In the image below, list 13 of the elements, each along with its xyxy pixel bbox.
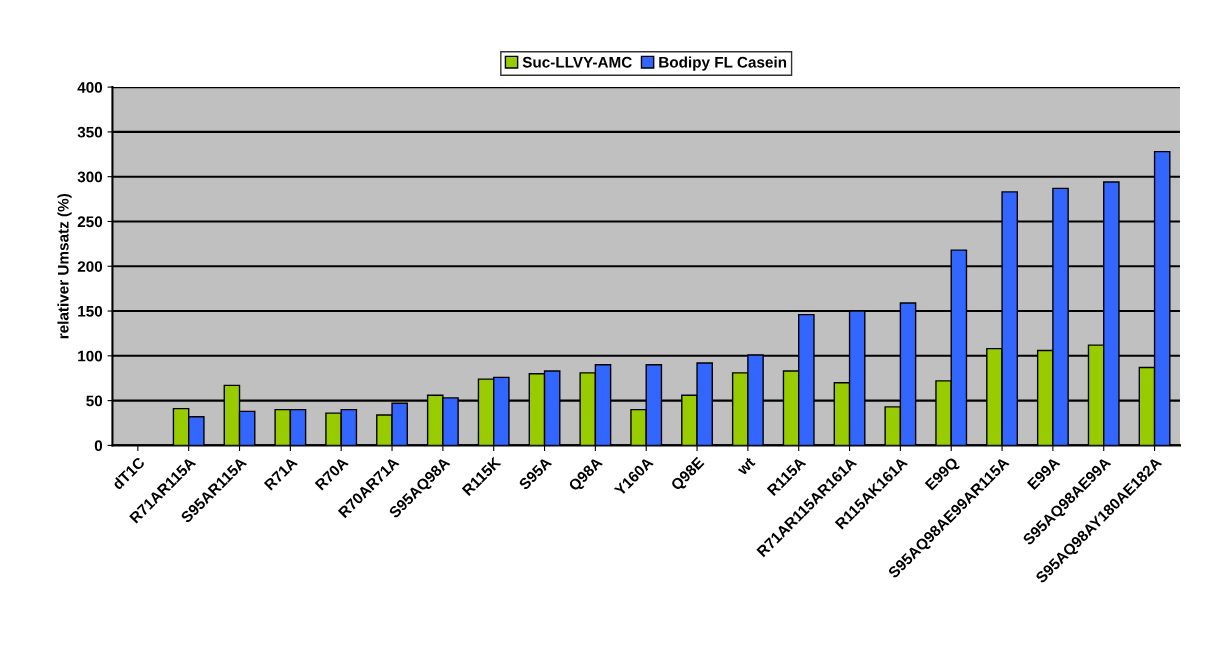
legend-label: Bodipy FL Casein [659, 56, 787, 71]
y-tick-label: 0 [94, 440, 103, 452]
y-tick-label: 350 [77, 126, 103, 138]
y-tick-label: 50 [86, 395, 103, 407]
y-tick-label: 150 [78, 305, 103, 317]
y-tick-label: 100 [78, 350, 103, 362]
y-tick-label: 300 [77, 171, 103, 183]
x-tick-label: wt [736, 456, 756, 476]
y-tick-label: 200 [77, 261, 103, 272]
y-axis-title: relativer Umsatz (%) [57, 193, 72, 339]
legend-label: Suc-LLVY-AMC [522, 56, 632, 68]
y-tick-label: 400 [77, 81, 103, 93]
y-tick-label: 250 [77, 216, 103, 228]
